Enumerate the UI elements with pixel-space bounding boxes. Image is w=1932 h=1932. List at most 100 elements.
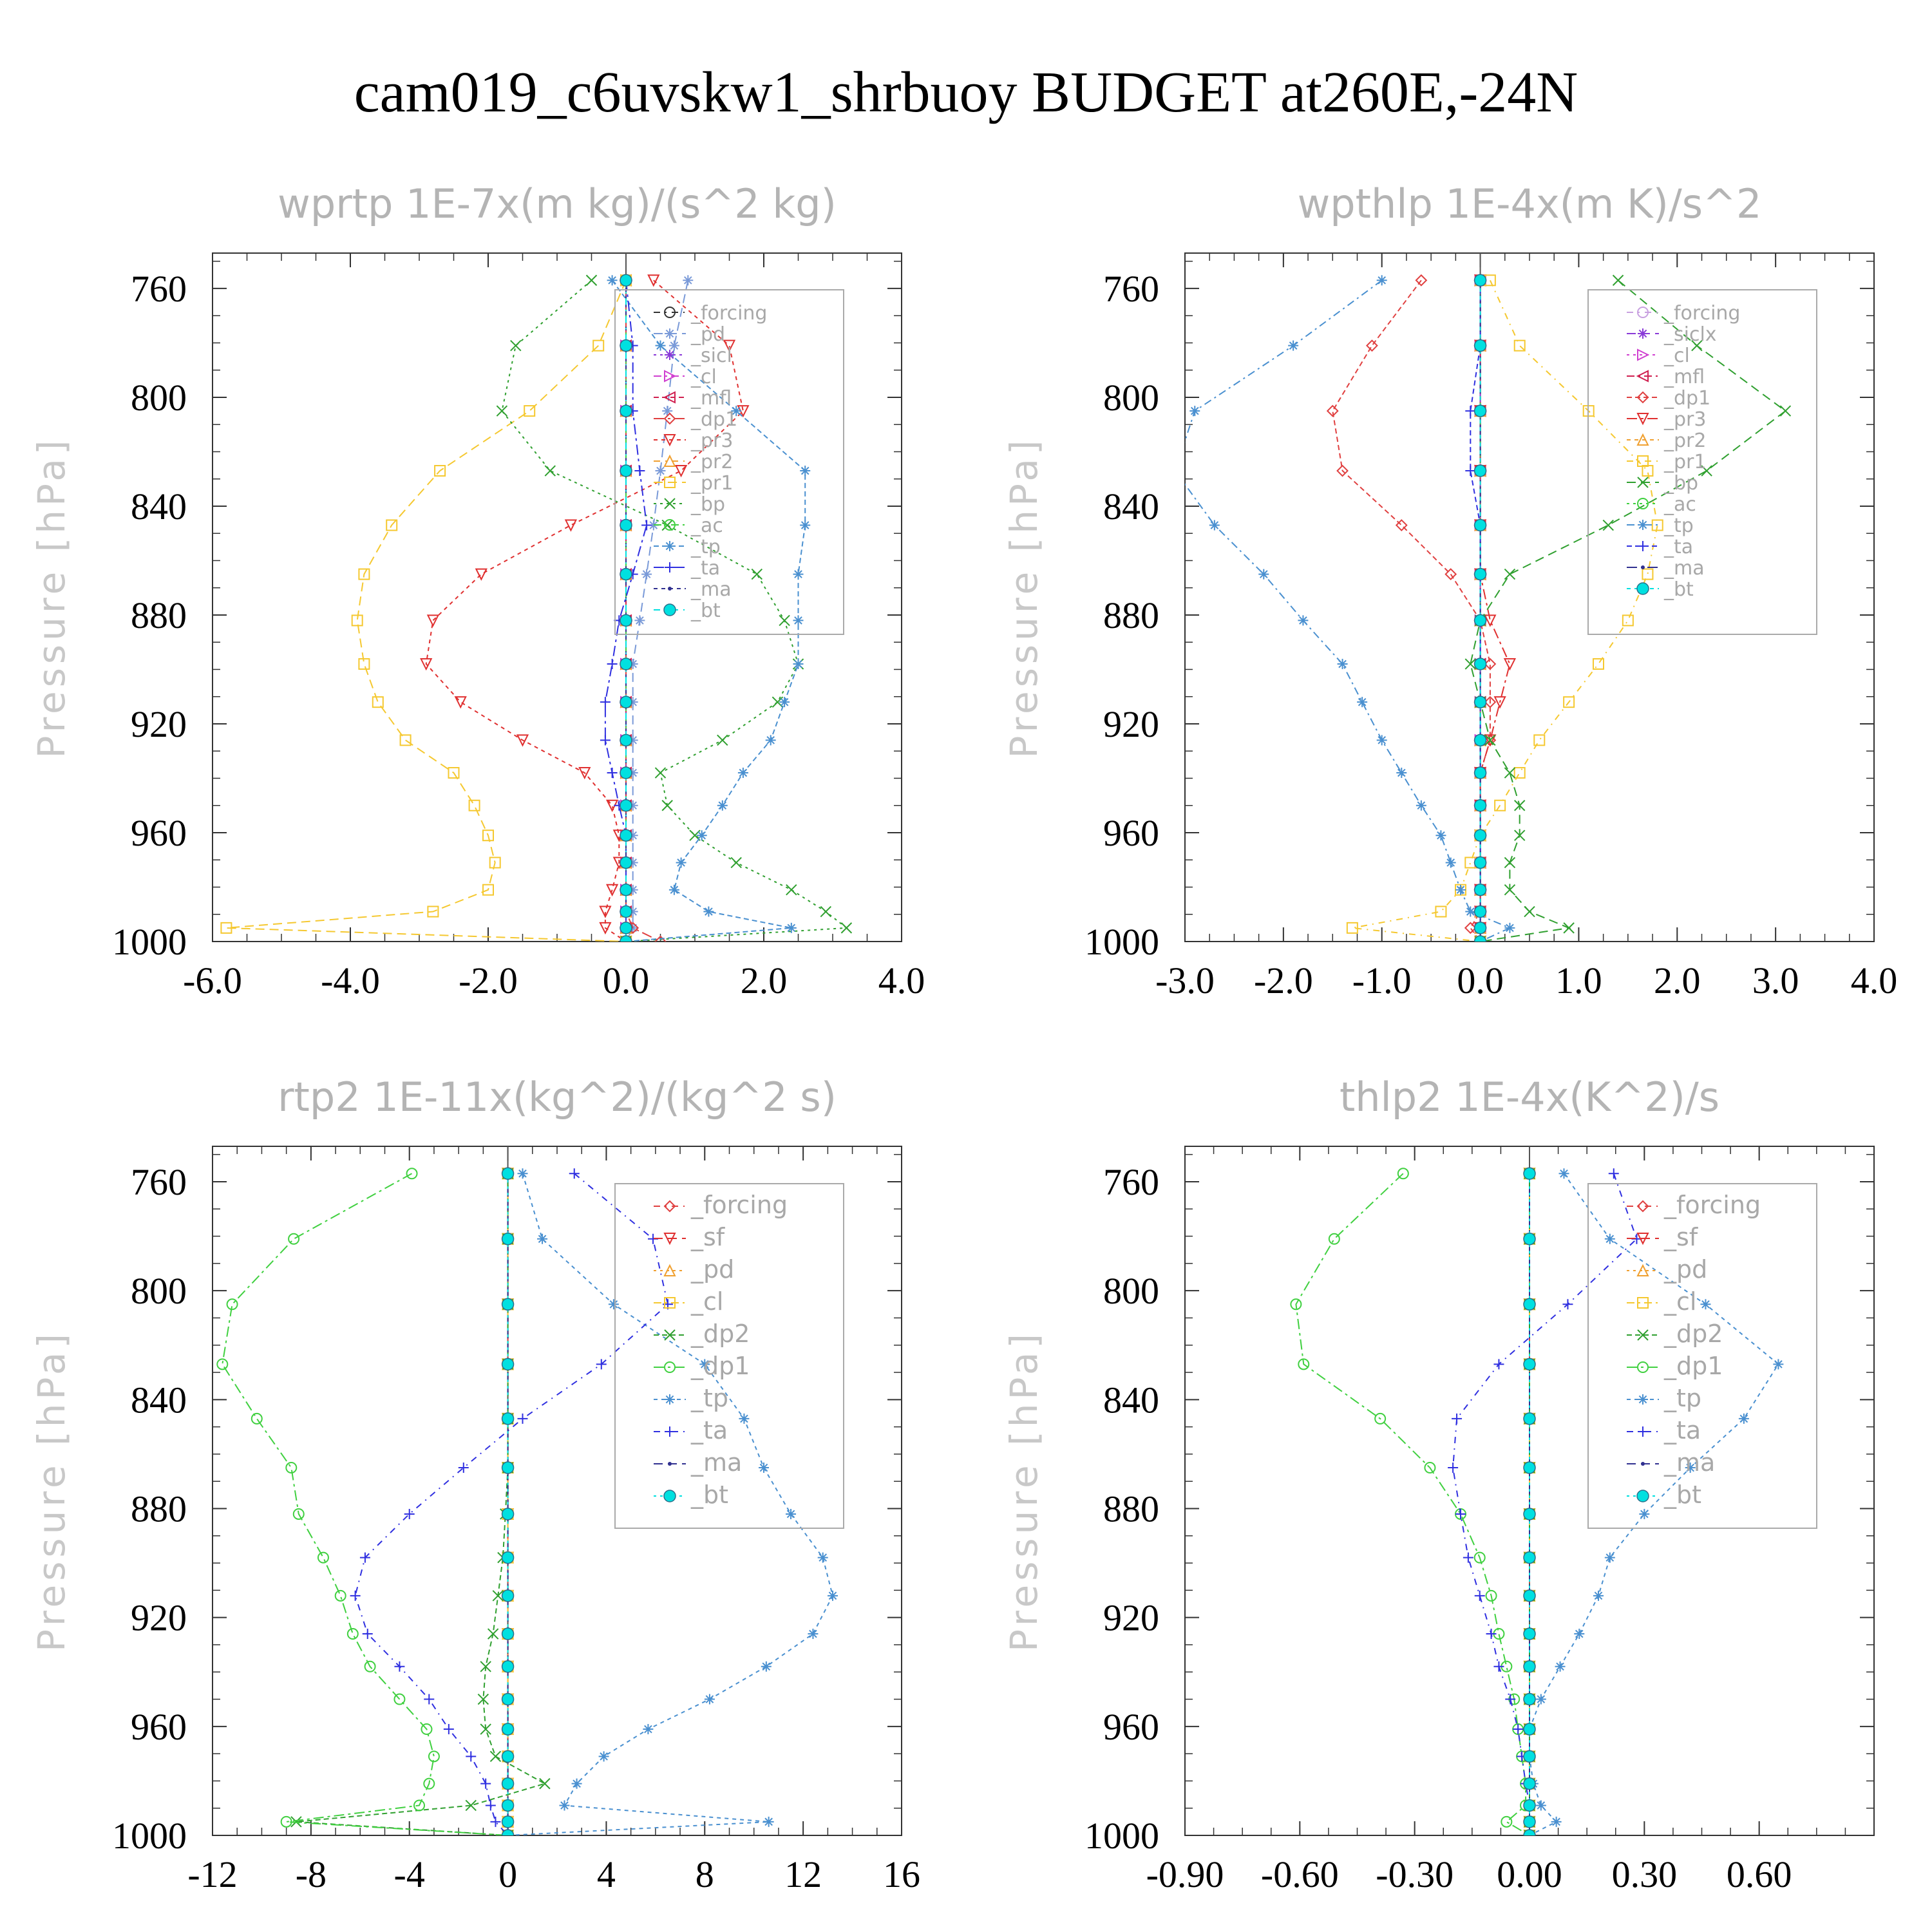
data-point bbox=[1523, 1750, 1536, 1763]
legend-entry: _forcing bbox=[690, 1191, 788, 1219]
data-point bbox=[465, 1799, 477, 1812]
data-point bbox=[1523, 1461, 1536, 1474]
data-point bbox=[643, 1724, 654, 1735]
data-point bbox=[1473, 274, 1487, 287]
series-line-bp bbox=[501, 279, 849, 942]
data-point bbox=[489, 1750, 502, 1763]
y-tick-label: 880 bbox=[131, 1488, 187, 1530]
data-point bbox=[1523, 1692, 1536, 1706]
data-point bbox=[1504, 857, 1516, 869]
data-point bbox=[1700, 1299, 1711, 1310]
data-point bbox=[1455, 1508, 1466, 1519]
data-point bbox=[1474, 1590, 1485, 1601]
panel-3: rtp2 1E-11x(kg^2)/(kg^2 s) Pressure [hPa]… bbox=[30, 1074, 920, 1895]
data-point bbox=[655, 466, 666, 477]
legend-marker bbox=[1638, 520, 1648, 530]
data-point bbox=[485, 1800, 496, 1811]
data-point bbox=[620, 464, 632, 477]
y-tick-label: 880 bbox=[1103, 594, 1159, 636]
panel-4: thlp2 1E-4x(K^2)/s Pressure [hPa] 760 800 84… bbox=[1002, 1074, 1875, 1895]
data-point bbox=[501, 1692, 515, 1706]
data-point bbox=[674, 465, 688, 478]
legend-marker bbox=[665, 1394, 675, 1405]
data-point bbox=[1562, 1299, 1573, 1310]
data-point bbox=[1209, 520, 1220, 531]
data-point bbox=[731, 406, 742, 417]
data-point bbox=[1738, 1413, 1749, 1424]
data-point bbox=[564, 519, 578, 532]
data-point bbox=[477, 1693, 489, 1705]
data-point bbox=[599, 922, 612, 935]
data-point bbox=[620, 734, 632, 747]
data-point bbox=[620, 274, 632, 287]
data-point bbox=[739, 1413, 750, 1424]
series-line-pr1 bbox=[1352, 279, 1658, 942]
data-point bbox=[1504, 767, 1516, 779]
data-point bbox=[226, 1298, 238, 1311]
data-point bbox=[1523, 1298, 1536, 1311]
data-point bbox=[793, 615, 804, 626]
data-point bbox=[1326, 404, 1339, 417]
data-point bbox=[404, 1508, 415, 1519]
legend-marker bbox=[664, 1361, 676, 1373]
x-tick-label: -6.0 bbox=[183, 960, 242, 1001]
y-tick-label: 920 bbox=[131, 703, 187, 745]
data-point bbox=[1336, 464, 1349, 477]
legend-entry: _ma bbox=[690, 1448, 742, 1477]
data-point bbox=[627, 906, 638, 917]
data-point bbox=[598, 1751, 609, 1762]
data-point bbox=[280, 1815, 292, 1828]
data-point bbox=[1604, 1233, 1615, 1244]
data-point bbox=[786, 884, 797, 896]
x-tick-label: 0.00 bbox=[1497, 1853, 1562, 1895]
data-point bbox=[1376, 735, 1387, 746]
legend-entry: _dp1 bbox=[690, 1352, 750, 1380]
data-point bbox=[501, 1627, 515, 1640]
y-tick-label: 960 bbox=[1103, 812, 1159, 854]
data-point bbox=[424, 1694, 435, 1705]
data-point bbox=[362, 1629, 373, 1640]
data-point bbox=[647, 274, 660, 287]
series-line-bp bbox=[1470, 279, 1787, 942]
legend-entry: _pd bbox=[1663, 1255, 1707, 1283]
legend-marker bbox=[1636, 1490, 1649, 1502]
data-point bbox=[1486, 1629, 1497, 1640]
data-point bbox=[620, 935, 632, 942]
data-point bbox=[1513, 1724, 1524, 1735]
data-point bbox=[559, 1800, 570, 1811]
data-point bbox=[1455, 884, 1466, 895]
data-point bbox=[1374, 1412, 1387, 1425]
x-tick-label: -1.0 bbox=[1352, 960, 1412, 1001]
data-point bbox=[793, 659, 804, 670]
data-point bbox=[627, 659, 638, 670]
x-tick-label: -0.30 bbox=[1376, 1853, 1454, 1895]
data-point bbox=[480, 1778, 491, 1789]
legend-entry: _sf bbox=[1663, 1223, 1699, 1251]
x-tick-label: 2.0 bbox=[1654, 960, 1701, 1001]
data-point bbox=[1298, 1358, 1310, 1370]
legend-entry: _ta bbox=[690, 557, 720, 580]
data-point bbox=[605, 884, 619, 896]
legend-marker bbox=[1641, 565, 1645, 569]
series-line-pd bbox=[625, 280, 689, 942]
legend-marker bbox=[663, 1233, 676, 1245]
data-point bbox=[607, 659, 618, 670]
data-point bbox=[492, 1590, 504, 1602]
data-point bbox=[1563, 922, 1575, 934]
data-point bbox=[608, 1299, 619, 1310]
data-point bbox=[496, 405, 508, 417]
legend-marker bbox=[663, 603, 676, 616]
legend-entry: _pr2 bbox=[690, 451, 733, 473]
data-point bbox=[676, 857, 687, 868]
legend-marker bbox=[1636, 1264, 1649, 1276]
data-point bbox=[620, 883, 632, 896]
data-point bbox=[1189, 406, 1200, 417]
data-point bbox=[448, 767, 460, 779]
data-point bbox=[1523, 1777, 1536, 1790]
data-point bbox=[1298, 615, 1309, 626]
panel-title: wpthlp 1E-4x(m K)/s^2 bbox=[1298, 180, 1762, 227]
data-point bbox=[662, 406, 673, 417]
data-point bbox=[501, 1829, 515, 1835]
legend-entry: _pr2 bbox=[1663, 430, 1706, 452]
data-point bbox=[1435, 905, 1447, 918]
